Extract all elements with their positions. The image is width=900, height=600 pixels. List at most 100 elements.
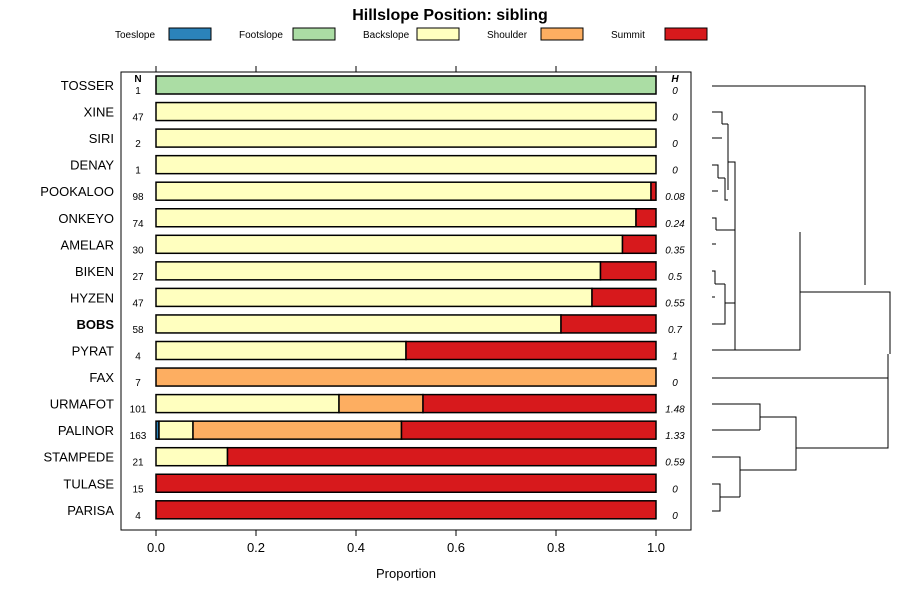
- dendrogram-branch: [712, 483, 721, 512]
- row-label: STAMPEDE: [43, 450, 114, 465]
- dendrogram-branch: [734, 230, 801, 351]
- n-value: 7: [135, 378, 141, 389]
- n-value: 163: [130, 431, 147, 442]
- legend-label: Summit: [611, 30, 645, 41]
- row-label: SIRI: [89, 131, 114, 146]
- bar-segment: [155, 208, 637, 228]
- h-value: 0: [672, 166, 678, 177]
- row-label: PARISA: [67, 503, 114, 518]
- bar-segment: [599, 261, 657, 281]
- dendrogram-branch: [760, 416, 797, 448]
- x-axis: 0.0 0.2 0.4 0.6 0.8 1.0: [147, 66, 665, 555]
- row-label: PALINOR: [58, 423, 114, 438]
- bar-segment: [226, 446, 657, 467]
- bar-segment: [155, 367, 657, 387]
- dendrogram-branch: [712, 403, 761, 430]
- legend-swatch: [664, 27, 708, 41]
- n-value: 1: [135, 166, 141, 177]
- legend-swatch: [292, 27, 336, 41]
- h-value: 0: [672, 511, 678, 522]
- h-value: 1.33: [665, 431, 685, 442]
- row-label: TULASE: [63, 476, 114, 491]
- legend-label: Footslope: [239, 30, 283, 41]
- bar-segment: [155, 446, 229, 467]
- n-value: 30: [132, 245, 144, 256]
- row-label: BIKEN: [75, 264, 114, 279]
- bar-segment: [155, 234, 624, 255]
- bar-segment: [650, 181, 657, 201]
- bar-segment: [635, 208, 657, 228]
- n-column-header: N: [134, 74, 141, 85]
- bar-segment: [155, 261, 602, 281]
- bar-segment: [158, 420, 194, 440]
- h-value: 0.24: [665, 219, 685, 230]
- n-value: 21: [132, 458, 144, 469]
- x-tick-label: 0.8: [547, 540, 565, 555]
- dendrogram-branch: [728, 161, 736, 230]
- row-label: POOKALOO: [40, 184, 114, 199]
- x-tick-label: 0.6: [447, 540, 465, 555]
- legend-swatch: [168, 27, 212, 41]
- x-tick-label: 0.4: [347, 540, 365, 555]
- bar-segment: [155, 154, 657, 175]
- n-value: 58: [132, 325, 144, 336]
- n-value: 1: [135, 86, 141, 97]
- bar-segment: [155, 473, 657, 493]
- bar-segment: [400, 420, 657, 440]
- n-value: 27: [132, 272, 144, 283]
- bar-segment: [155, 500, 657, 520]
- n-value: 4: [135, 511, 141, 522]
- legend-label: Backslope: [363, 30, 410, 41]
- row-label: URMAFOT: [50, 397, 114, 412]
- row-label: ONKEYO: [58, 211, 114, 226]
- bar-segment: [155, 340, 407, 361]
- dendrogram-branch: [800, 291, 891, 354]
- n-value: 47: [132, 113, 144, 124]
- h-value: 0: [672, 113, 678, 124]
- h-value: 0: [672, 86, 678, 97]
- bar-segment: [155, 287, 593, 308]
- h-value: 0.7: [668, 325, 682, 336]
- bar-segment: [422, 393, 657, 414]
- bar-segment: [405, 340, 657, 361]
- bar-segment: [155, 181, 652, 201]
- plot-frame: [120, 71, 692, 531]
- dendrogram-branch: [740, 417, 797, 471]
- row-label: FAX: [89, 370, 114, 385]
- x-axis-title: Proportion: [376, 566, 436, 581]
- h-value: 0: [672, 484, 678, 495]
- legend-label: Toeslope: [115, 30, 155, 41]
- bar-segment: [155, 75, 657, 95]
- row-label: PYRAT: [72, 344, 114, 359]
- legend-label: Shoulder: [487, 30, 528, 41]
- dendrogram-branch: [712, 270, 716, 284]
- row-label: AMELAR: [61, 237, 114, 252]
- row-label: XINE: [84, 105, 115, 120]
- h-value: 0.35: [665, 245, 685, 256]
- n-value: 98: [132, 192, 144, 203]
- h-column-header: H: [671, 74, 679, 85]
- h-value: 1: [672, 352, 678, 363]
- h-value: 0.59: [665, 458, 685, 469]
- x-tick-label: 1.0: [647, 540, 665, 555]
- dendrogram-branch: [712, 217, 717, 230]
- row-label: DENAY: [70, 158, 114, 173]
- dendrogram-branch: [712, 284, 726, 325]
- n-value: 74: [132, 219, 144, 230]
- dendrogram-branch: [712, 164, 719, 178]
- bar-segment: [192, 420, 403, 440]
- row-label: BOBS: [76, 317, 114, 332]
- x-tick-label: 0.0: [147, 540, 165, 555]
- dendrogram-branch: [796, 354, 889, 449]
- n-value: 47: [132, 298, 144, 309]
- bar-segment: [155, 101, 657, 122]
- h-value: 1.48: [665, 405, 685, 416]
- dendrogram-branch: [712, 111, 723, 124]
- legend-swatch: [540, 27, 584, 41]
- n-value: 2: [135, 139, 141, 150]
- bar-segment: [155, 393, 340, 414]
- legend-swatch: [416, 27, 460, 41]
- bar-segment: [591, 287, 657, 308]
- chart-title: Hillslope Position: sibling: [352, 7, 548, 24]
